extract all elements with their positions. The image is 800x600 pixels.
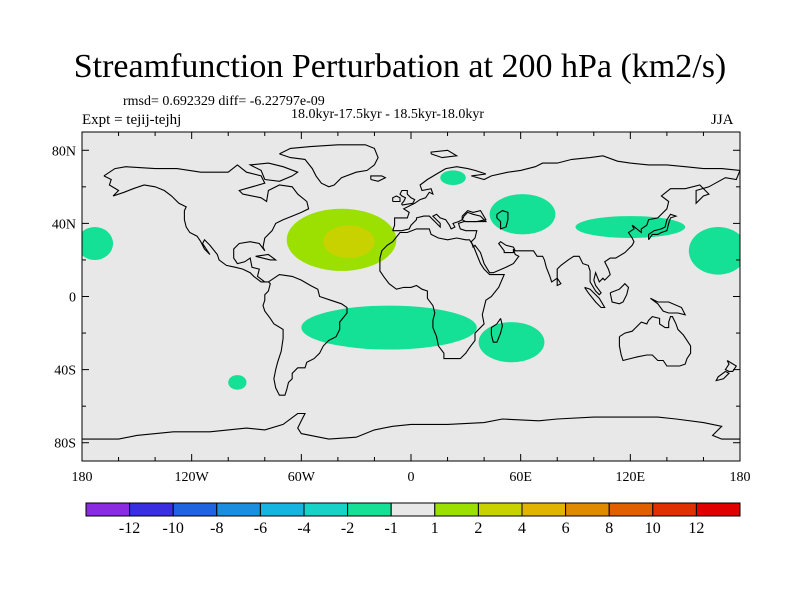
colorbar-label: 1 xyxy=(431,520,439,537)
contour-region-11 xyxy=(688,227,740,275)
colorbar-box xyxy=(477,502,523,517)
contour-region-7 xyxy=(489,194,556,235)
chart-title: Streamfunction Perturbation at 200 hPa (… xyxy=(73,48,727,85)
colorbar-box xyxy=(347,502,392,517)
colorbar-label: -8 xyxy=(210,520,223,537)
coast-caspian xyxy=(496,209,509,230)
colorbar-box xyxy=(172,502,218,517)
contour-region-12 xyxy=(590,334,653,357)
contour-region-4 xyxy=(228,375,247,390)
coast-sri-lanka xyxy=(556,277,562,287)
x-tick-label: 180 xyxy=(730,470,751,485)
contour-region-5 xyxy=(301,305,477,350)
colorbar-label: -6 xyxy=(254,520,267,537)
coast-borneo xyxy=(609,282,630,305)
colorbar-box xyxy=(608,502,654,517)
colorbar-box xyxy=(521,502,567,517)
coast-north-america xyxy=(103,164,310,283)
x-tick-label: 180 xyxy=(72,470,93,485)
coast-new-zealand xyxy=(724,360,738,372)
colorbar-label: 12 xyxy=(688,520,704,537)
colorbar-box xyxy=(216,502,261,517)
coast-africa xyxy=(379,228,506,360)
contour-region-6 xyxy=(440,170,466,186)
colorbar-label: -10 xyxy=(163,520,184,537)
x-tick-label: 60E xyxy=(509,470,532,485)
colorbar-box xyxy=(259,502,305,517)
x-tick-label: 0 xyxy=(408,470,415,485)
colorbar-box xyxy=(129,502,174,517)
contour-region-2 xyxy=(82,296,196,341)
coast-greenland xyxy=(279,144,379,188)
coast-antarctica xyxy=(82,412,740,440)
coast-black-sea xyxy=(461,209,487,223)
x-tick-label: 60W xyxy=(288,470,316,485)
colorbar-box xyxy=(303,502,349,517)
y-tick-label: 40N xyxy=(52,217,76,232)
coast-japan xyxy=(648,213,678,241)
colorbar-box xyxy=(85,502,131,517)
colorbar-label: -1 xyxy=(385,520,398,537)
coast-sumatra xyxy=(584,286,606,309)
coast-new-guinea xyxy=(650,297,687,316)
experiment-label: Expt = tejij-tejhj xyxy=(82,112,182,128)
contour-region-0-core xyxy=(323,225,375,259)
colorbar-label: 6 xyxy=(562,520,570,537)
stats-line: rmsd= 0.692329 diff= -6.22797e-09 xyxy=(123,94,325,109)
colorbar-label: 10 xyxy=(645,520,661,537)
contour-region-14 xyxy=(734,386,740,405)
x-axis: 180 120W 60W 0 60E 120E 180 xyxy=(72,132,751,485)
y-tick-label: 40S xyxy=(54,364,76,379)
x-tick-label: 120W xyxy=(175,470,210,485)
colorbar-box xyxy=(565,502,610,517)
colorbar-box xyxy=(390,502,436,517)
y-tick-label: 80N xyxy=(52,144,76,159)
colorbar-box xyxy=(695,502,741,517)
colorbar-box xyxy=(652,502,697,517)
colorbar-label: -2 xyxy=(341,520,354,537)
contour-region-3 xyxy=(82,371,187,416)
colorbar-box xyxy=(434,502,479,517)
coast-iceland xyxy=(370,175,387,182)
coast-cuba xyxy=(255,253,278,261)
coast-australia xyxy=(618,315,692,367)
y-axis: 80N 40N 0 40S 80S xyxy=(52,144,740,452)
colorbar-label: 4 xyxy=(518,520,526,537)
coast-svalbard xyxy=(430,149,459,159)
contour-fields xyxy=(82,170,740,416)
y-tick-label: 80S xyxy=(54,437,76,452)
x-tick-label: 120E xyxy=(616,470,646,485)
season-label: JJA xyxy=(711,112,734,128)
contour-region-1 xyxy=(82,227,114,260)
contour-region-9 xyxy=(575,216,686,239)
coastlines xyxy=(82,144,740,440)
colorbar-label: -12 xyxy=(119,520,140,537)
colorbar-label: 2 xyxy=(474,520,482,537)
contour-region-13 xyxy=(657,303,740,334)
colorbar-label: 8 xyxy=(605,520,613,537)
coast-eurasia xyxy=(392,155,740,296)
y-tick-label: 0 xyxy=(69,291,76,306)
coast-great-britain xyxy=(399,189,416,206)
coast-baffin xyxy=(248,162,299,182)
map-background xyxy=(82,132,740,461)
period-line: 18.0kyr-17.5kyr - 18.5kyr-18.0kyr xyxy=(291,107,485,122)
contour-region-10 xyxy=(699,192,726,207)
contour-region-8 xyxy=(478,322,545,363)
coast-ireland xyxy=(392,195,401,203)
colorbar-label: -4 xyxy=(297,520,310,537)
coast-south-america xyxy=(262,274,348,396)
coast-new-zealand-south xyxy=(715,370,730,382)
coast-madagascar xyxy=(490,318,503,343)
